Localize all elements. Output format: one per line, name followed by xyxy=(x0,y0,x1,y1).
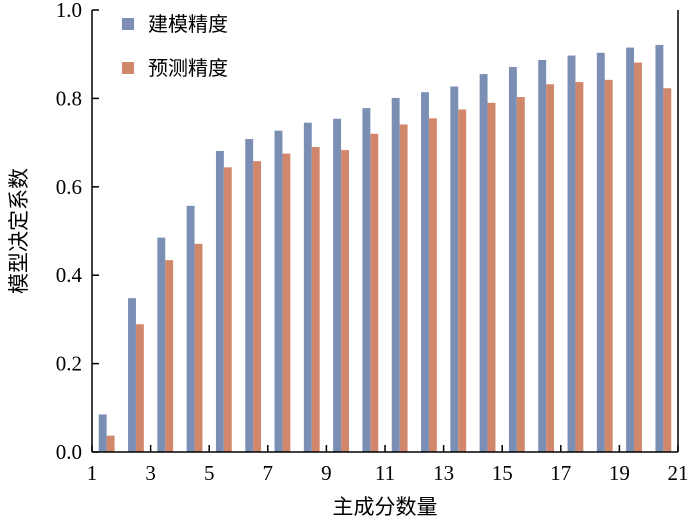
bar-prediction-4 xyxy=(194,243,203,452)
bar-modeling-18 xyxy=(596,52,605,453)
bar-prediction-16 xyxy=(546,84,555,452)
bar-prediction-1 xyxy=(106,435,115,452)
bar-modeling-19 xyxy=(626,47,635,452)
y-tick-label: 1.0 xyxy=(56,0,82,22)
x-tick-label: 21 xyxy=(668,461,689,485)
y-tick-label: 0.8 xyxy=(56,86,82,110)
y-tick-label: 0.6 xyxy=(56,175,82,199)
bar-prediction-9 xyxy=(341,150,349,453)
bar-modeling-5 xyxy=(215,151,224,452)
bar-prediction-13 xyxy=(458,109,467,452)
x-tick-label: 13 xyxy=(433,461,454,485)
x-tick-label: 11 xyxy=(375,461,395,485)
bar-modeling-6 xyxy=(245,139,254,452)
bar-prediction-14 xyxy=(487,102,496,452)
legend-label: 预测精度 xyxy=(148,56,228,80)
bar-modeling-7 xyxy=(274,130,283,453)
bar-modeling-8 xyxy=(303,122,312,453)
bar-prediction-6 xyxy=(253,161,262,452)
bar-modeling-10 xyxy=(362,108,371,453)
legend-swatch xyxy=(122,62,134,74)
y-tick-label: 0.4 xyxy=(56,263,83,287)
bar-modeling-14 xyxy=(479,74,488,452)
x-axis-label: 主成分数量 xyxy=(333,495,438,519)
bar-prediction-11 xyxy=(399,124,408,452)
y-tick-label: 0.2 xyxy=(56,352,82,376)
x-tick-label: 9 xyxy=(321,461,332,485)
y-tick-label: 0.0 xyxy=(56,440,82,464)
bar-prediction-8 xyxy=(311,147,320,452)
bar-modeling-4 xyxy=(186,205,195,452)
bar-prediction-19 xyxy=(634,62,642,452)
bar-prediction-17 xyxy=(575,82,584,453)
bar-modeling-20 xyxy=(655,44,664,453)
bar-prediction-10 xyxy=(370,133,379,452)
bar-modeling-16 xyxy=(538,59,547,452)
x-tick-label: 7 xyxy=(263,461,274,485)
bar-prediction-18 xyxy=(604,79,613,452)
bar-prediction-12 xyxy=(428,118,437,452)
bar-modeling-11 xyxy=(391,97,400,453)
x-tick-label: 3 xyxy=(145,461,156,485)
bars-group xyxy=(98,44,672,453)
x-tick-label: 1 xyxy=(87,461,98,485)
bar-modeling-9 xyxy=(333,118,342,452)
legend-label: 建模精度 xyxy=(148,12,228,36)
bar-prediction-5 xyxy=(223,167,232,452)
bar-prediction-3 xyxy=(165,260,174,452)
bar-modeling-17 xyxy=(567,55,576,452)
legend-swatch xyxy=(122,18,134,30)
x-tick-label: 17 xyxy=(550,461,571,485)
x-tick-label: 19 xyxy=(609,461,630,485)
bar-prediction-7 xyxy=(282,153,291,452)
bar-modeling-13 xyxy=(450,86,459,452)
bar-modeling-15 xyxy=(508,67,517,453)
x-tick-label: 15 xyxy=(492,461,513,485)
bar-modeling-12 xyxy=(421,92,429,453)
bar-prediction-20 xyxy=(663,88,672,452)
y-axis-label: 模型决定系数 xyxy=(7,168,31,294)
x-tick-label: 5 xyxy=(204,461,215,485)
bar-modeling-2 xyxy=(128,298,136,452)
axes-group: 0.00.20.40.60.81.01 3 5 7 9 11 13 15 17 19 21 xyxy=(56,0,689,485)
bar-modeling-3 xyxy=(157,237,166,452)
bar-prediction-2 xyxy=(135,324,144,452)
bar-prediction-15 xyxy=(516,97,525,452)
bar-modeling-1 xyxy=(98,414,107,452)
